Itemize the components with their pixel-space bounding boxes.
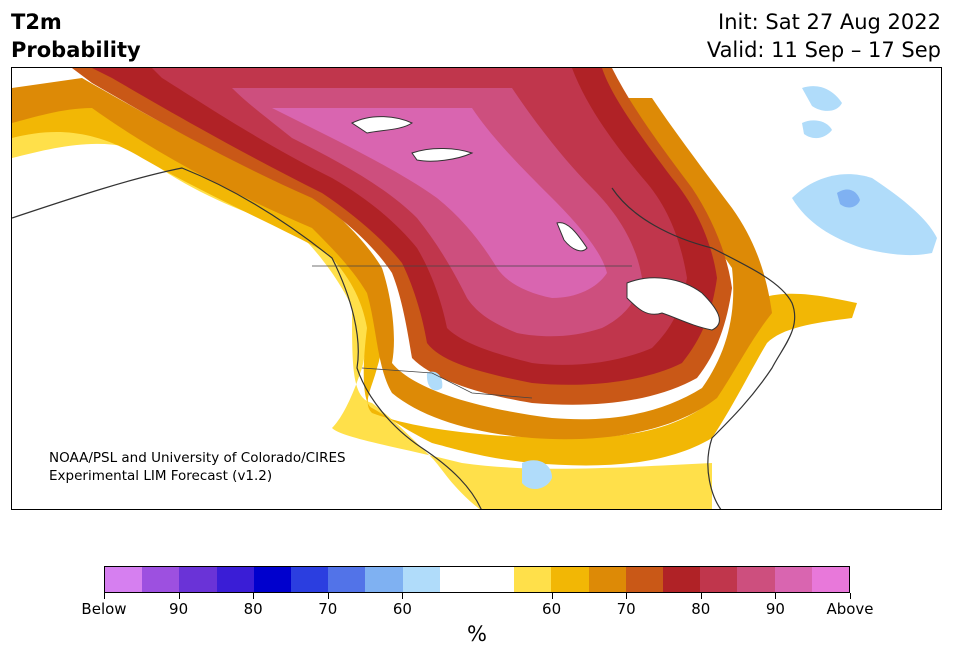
colorbar-tick <box>178 593 180 599</box>
great-slave-lake <box>351 116 413 134</box>
colorbar-tick <box>700 593 702 599</box>
colorbar-tick-label: 70 <box>616 600 636 618</box>
colorbar-swatch <box>142 567 180 592</box>
colorbar-tick-label: 70 <box>318 600 338 618</box>
colorbar-tick-label: 60 <box>392 600 412 618</box>
us-mexico-border <box>361 367 533 399</box>
region-below-60-labrador <box>802 86 842 111</box>
region-above-50 <box>12 118 712 509</box>
colorbar-tick <box>626 593 628 599</box>
credit-line-1: NOAA/PSL and University of Colorado/CIRE… <box>49 450 346 466</box>
init-date: Init: Sat 27 Aug 2022 <box>718 10 941 34</box>
colorbar-tick <box>327 593 329 599</box>
colorbar-tick-label: 60 <box>542 600 562 618</box>
colorbar-swatch <box>477 567 515 592</box>
title-line-1: T2m <box>11 10 62 34</box>
colorbar-swatch <box>328 567 366 592</box>
colorbar-swatch <box>625 567 664 592</box>
region-below-60-hudson <box>802 120 832 139</box>
colorbar-tick <box>850 593 851 599</box>
colorbar-tick <box>253 593 255 599</box>
region-above-97 <box>272 108 607 298</box>
colorbar-swatch <box>291 567 329 592</box>
colorbar-tick-label: Below <box>81 600 127 618</box>
colorbar-swatch <box>402 567 440 592</box>
colorbar-tick <box>551 593 553 599</box>
coastline-east <box>611 187 796 509</box>
colorbar-swatch <box>365 567 403 592</box>
colorbar-swatch <box>737 567 775 592</box>
colorbar-swatch <box>774 567 812 592</box>
probability-map <box>11 67 942 510</box>
colorbar-unit: % <box>467 622 487 646</box>
map-title: T2m Probability <box>11 8 141 64</box>
colorbar-swatch <box>700 567 738 592</box>
map-graphic <box>12 68 937 509</box>
colorbar-tick <box>104 593 105 599</box>
colorbar-tick-label: 80 <box>691 600 711 618</box>
region-below-70 <box>837 189 860 208</box>
colorbar-swatch <box>179 567 217 592</box>
colorbar-tick-label: 90 <box>169 600 189 618</box>
colorbar-swatch <box>253 567 292 592</box>
colorbar-swatch <box>811 567 850 592</box>
probability-colorbar <box>104 566 850 593</box>
coastline-west <box>12 167 482 509</box>
region-below-60 <box>792 174 937 256</box>
region-above-70 <box>12 78 772 440</box>
forecast-credit: NOAA/PSL and University of Colorado/CIRE… <box>49 449 346 485</box>
colorbar-tick <box>775 593 777 599</box>
colorbar-swatch <box>551 567 589 592</box>
forecast-dates: Init: Sat 27 Aug 2022 Valid: 11 Sep – 17… <box>707 8 941 64</box>
colorbar-tick <box>402 593 404 599</box>
great-bear-lake <box>411 148 474 162</box>
colorbar-tick-label: Above <box>826 600 874 618</box>
colorbar-swatch <box>663 567 701 592</box>
colorbar-swatch <box>588 567 626 592</box>
colorbar-swatch <box>216 567 254 592</box>
great-lakes <box>626 277 720 331</box>
colorbar-swatch <box>514 567 552 592</box>
region-below-60-mexico <box>522 460 552 490</box>
valid-date: Valid: 11 Sep – 17 Sep <box>706 38 941 62</box>
lake-winnipeg <box>556 222 588 252</box>
credit-line-2: Experimental LIM Forecast (v1.2) <box>49 468 273 484</box>
colorbar-tick-label: 90 <box>765 600 785 618</box>
colorbar-tick-label: 80 <box>243 600 263 618</box>
colorbar-swatch <box>105 567 143 592</box>
colorbar-swatch <box>439 567 478 592</box>
title-line-2: Probability <box>11 38 141 62</box>
